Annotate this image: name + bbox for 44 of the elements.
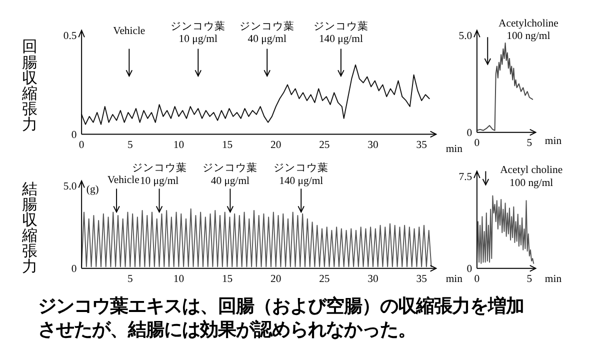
x-axis-title: min xyxy=(544,272,562,285)
x-tick-label: 5 xyxy=(127,272,133,285)
y-tick-label: 0 xyxy=(71,263,77,276)
x-axis-title: min xyxy=(446,272,464,285)
y-tick-label: 0 xyxy=(466,127,472,140)
annotation: ジンコウ葉 10 μg/ml xyxy=(170,19,226,45)
annotation: ジンコウ葉 40 μg/ml xyxy=(240,19,295,45)
annotation: Vehicle xyxy=(113,25,146,38)
text: ジンコウ葉エキスは、回腸（および空腸）の収縮張力を増加させたが、結腸には効果が認められなかった。 xyxy=(38,295,524,340)
x-tick-label: 5 xyxy=(526,272,532,285)
annotation: ジンコウ葉 140 μg/ml xyxy=(313,19,368,45)
annotation: Acetylcholine 100 ng/ml xyxy=(498,17,559,42)
y-tick-label: 5.0 xyxy=(458,30,472,42)
annotation: ジンコウ葉 40 μg/ml xyxy=(202,161,258,187)
x-tick-label: 25 xyxy=(319,272,330,285)
line-series xyxy=(81,64,430,125)
x-axis-title: min xyxy=(446,142,464,155)
x-tick-label: 25 xyxy=(319,138,330,151)
x-tick-label: 30 xyxy=(368,138,378,151)
line-series xyxy=(476,42,534,131)
y-axis-title: 回腸収縮張力 xyxy=(21,38,38,134)
annotation: ジンコウ葉 140 μg/ml xyxy=(274,161,329,187)
y-tick-label: 0 xyxy=(466,263,472,276)
x-tick-label: 15 xyxy=(222,138,233,151)
x-tick-label: 5 xyxy=(127,138,133,151)
annotation: (g) xyxy=(86,184,100,196)
x-tick-label: 10 xyxy=(173,138,184,151)
y-axis-title: 結腸収縮張力 xyxy=(21,181,38,276)
x-tick-label: 20 xyxy=(270,272,282,285)
annotation: Acetyl choline 100 ng/ml xyxy=(500,164,563,189)
line-series xyxy=(81,208,432,268)
x-tick-label: 30 xyxy=(368,272,378,285)
line-series xyxy=(476,195,534,264)
y-tick-label: 0.5 xyxy=(63,30,77,42)
x-tick-label: 15 xyxy=(222,272,233,285)
x-tick-label: 35 xyxy=(416,272,427,285)
x-tick-label: 10 xyxy=(173,272,184,285)
x-tick-label: 5 xyxy=(526,136,532,149)
y-tick-label: 5.0 xyxy=(63,180,77,193)
x-axis-title: min xyxy=(544,135,562,147)
x-tick-label: 20 xyxy=(270,138,282,151)
y-tick-label: 7.5 xyxy=(458,170,472,183)
text: Vehicle xyxy=(107,174,140,186)
x-tick-label: 35 xyxy=(416,138,427,151)
